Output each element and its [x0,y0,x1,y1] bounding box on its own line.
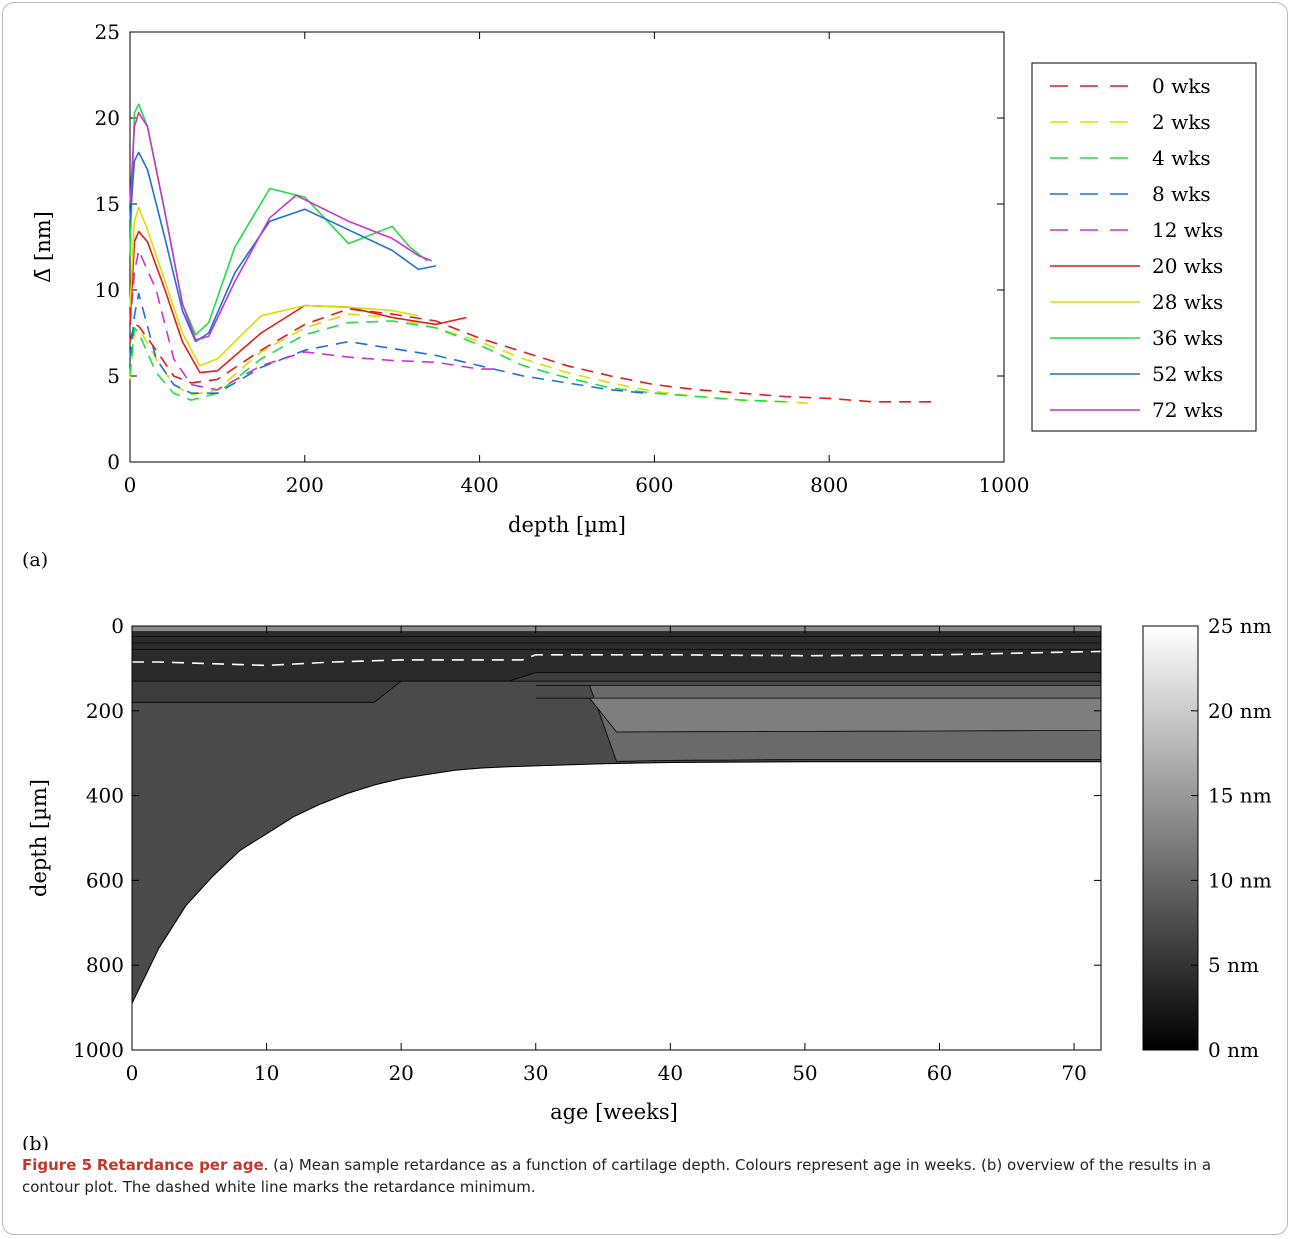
y-tick-label: 5 [107,364,120,388]
legend-entry: 20 wks [1152,254,1223,278]
y-tick-label: 10 [95,278,120,302]
legend-box [1031,62,1257,432]
y-tick-label: 400 [86,784,124,808]
x-tick-label: 800 [810,473,848,497]
contour-chart-panel-b: 0 200 400 600 800 1000 0 10 20 30 40 50 60 70 age [w… [22,614,1272,1150]
series-line-28-wks [129,206,419,367]
x-tick-label: 50 [792,1061,817,1085]
no-data-region [131,761,1102,1051]
y-axis-label-b: depth [µm] [27,779,51,897]
legend-entry: 52 wks [1152,362,1223,386]
y-tick-label: 800 [86,953,124,977]
series-line-20-wks [129,230,467,374]
panel-label-a: (a) [22,549,48,571]
x-tick-label: 70 [1061,1061,1086,1085]
contour-top-band [132,626,1101,632]
caption-text: . (a) Mean sample retardance as a functi… [22,1156,1212,1196]
legend-entry: 4 wks [1152,146,1211,170]
x-tick-label: 10 [254,1061,279,1085]
x-tick-label: 40 [658,1061,683,1085]
x-ticks-b: 0 10 20 30 40 50 60 70 [126,626,1087,1085]
legend-entry: 12 wks [1152,218,1223,242]
y-tick-label: 0 [107,450,120,474]
panel-label-b: (b) [22,1133,49,1150]
y-tick-label: 600 [86,868,124,892]
figure-caption: Figure 5 Retardance per age. (a) Mean sa… [22,1154,1272,1198]
x-tick-label: 0 [124,473,137,497]
series-line-72-wks [129,112,432,341]
x-tick-label: 600 [635,473,673,497]
y-tick-label: 25 [95,20,120,44]
legend-entry: 72 wks [1152,398,1223,422]
caption-figure-label: Figure 5 [22,1156,93,1174]
contour-band [535,697,1102,733]
y-tick-label: 200 [86,699,124,723]
series-lines-a [129,103,935,405]
legend-a: 0 wks 2 wks 4 wks 8 wks 12 wks 20 wks 28 wks 36… [1031,62,1257,432]
series-line-4-wks [129,320,786,403]
colorbar [1142,625,1199,1051]
y-tick-label: 1000 [73,1038,124,1062]
x-tick-label: 400 [461,473,499,497]
retardance-minimum-line [132,650,1102,667]
y-ticks-a: 0 5 10 15 20 25 [95,20,1004,474]
x-tick-label: 1000 [979,473,1030,497]
y-tick-label: 20 [95,106,120,130]
x-tick-label: 30 [523,1061,548,1085]
colorbar-tick-label: 0 nm [1208,1038,1259,1062]
x-axis-label-a: depth [µm] [508,513,626,537]
legend-entry: 8 wks [1152,182,1211,206]
series-line-52-wks [129,151,437,343]
colorbar-tick-label: 25 nm [1208,614,1272,638]
colorbar-ticks: 0 nm 5 nm 10 nm 15 nm 20 nm 25 nm [1191,614,1272,1062]
series-line-36-wks [129,103,428,336]
y-axis-label-a: Δ̄ [nm] [31,211,55,283]
y-ticks-b: 0 200 400 600 800 1000 [73,614,1101,1062]
colorbar-tick-label: 10 nm [1208,868,1272,892]
series-line-12-wks [129,249,498,391]
caption-title: Retardance per age [96,1156,264,1174]
colorbar-tick-label: 5 nm [1208,953,1259,977]
x-tick-label: 0 [126,1061,139,1085]
y-tick-label: 0 [111,614,124,638]
series-line-0-wks [129,308,935,403]
series-line-8-wks [129,292,646,395]
colorbar-tick-label: 15 nm [1208,784,1272,808]
x-tick-label: 20 [388,1061,413,1085]
legend-entry: 0 wks [1152,74,1211,98]
contour-fill [131,626,1102,1051]
colorbar-tick-label: 20 nm [1208,699,1272,723]
x-axis-label-b: age [weeks] [550,1100,678,1124]
x-tick-label: 200 [286,473,324,497]
legend-entry: 36 wks [1152,326,1223,350]
legend-entry: 2 wks [1152,110,1211,134]
x-ticks-a: 0 200 400 600 800 1000 [124,32,1030,497]
x-tick-label: 60 [927,1061,952,1085]
axes-box-a [129,31,1005,463]
legend-entry: 28 wks [1152,290,1223,314]
y-tick-label: 15 [95,192,120,216]
axes-box-b [131,625,1102,1051]
